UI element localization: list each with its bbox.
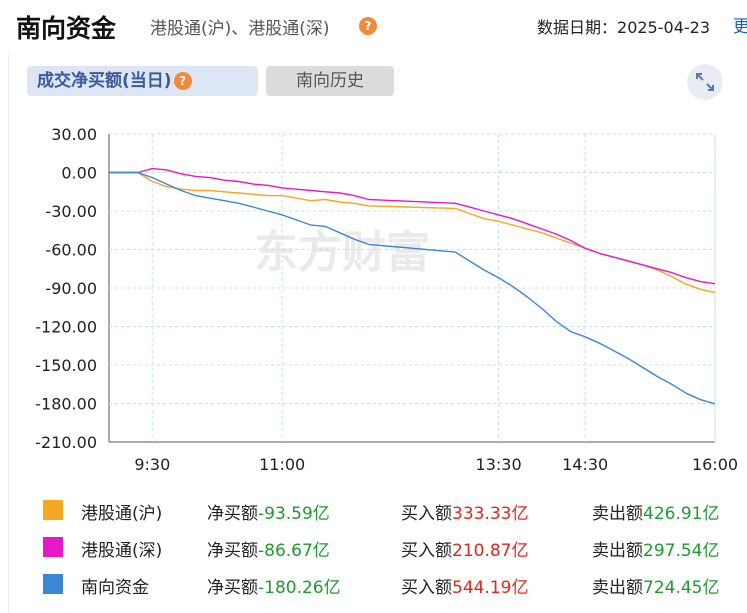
y-tick-label: 30.00 [51, 125, 97, 144]
legend-row-total: 南向资金 净买额-180.26亿 买入额544.19亿 卖出额724.45亿 [31, 566, 747, 603]
buy-label: 买入额 [401, 541, 452, 561]
legend-name: 港股通(深) [81, 541, 163, 561]
series-lines [109, 167, 716, 405]
series-line [109, 171, 716, 405]
legend-row-sh: 港股通(沪) 净买额-93.59亿 买入额333.33亿 卖出额426.91亿 [31, 492, 747, 529]
buy-value: 210.87亿 [452, 541, 529, 561]
net-buy-label: 净买额 [207, 504, 258, 524]
sell-value: 724.45亿 [643, 578, 720, 598]
sell-label: 卖出额 [592, 504, 643, 524]
tab-southbound-history[interactable]: 南向历史 [266, 66, 394, 96]
y-tick-label: 0.00 [61, 164, 97, 183]
x-tick-label: 14:30 [562, 455, 608, 474]
legend-name: 港股通(沪) [81, 504, 163, 524]
tab-net-buy-today[interactable]: 成交净买额(当日)? [27, 66, 258, 96]
legend: 港股通(沪) 净买额-93.59亿 买入额333.33亿 卖出额426.91亿 … [31, 492, 747, 603]
buy: 买入额544.19亿 [401, 573, 528, 598]
y-tick-label: -30.00 [45, 202, 97, 221]
net-buy-label: 净买额 [207, 578, 258, 598]
buy-value: 544.19亿 [452, 578, 529, 598]
x-tick-label: 11:00 [259, 455, 305, 474]
legend-swatch [43, 537, 63, 557]
x-tick-label: 9:30 [134, 455, 170, 474]
net-buy-value: -180.26亿 [258, 578, 341, 598]
data-date: 数据日期：2025-04-23 [537, 14, 710, 38]
net-buy: 净买额-86.67亿 [207, 536, 330, 561]
expand-icon [696, 73, 714, 91]
buy: 买入额210.87亿 [401, 536, 528, 561]
legend-name: 南向资金 [81, 578, 149, 598]
y-tick-label: -150.00 [35, 356, 97, 375]
sell: 卖出额297.54亿 [592, 536, 719, 561]
legend-swatch [43, 574, 63, 594]
net-buy-value: -86.67亿 [258, 541, 330, 561]
buy-label: 买入额 [401, 578, 452, 598]
grid [108, 133, 716, 443]
sell-value: 297.54亿 [643, 541, 720, 561]
sell: 卖出额426.91亿 [592, 499, 719, 524]
series-line [109, 167, 716, 285]
sell-value: 426.91亿 [643, 504, 720, 524]
page-title: 南向资金 [16, 14, 117, 43]
net-buy: 净买额-180.26亿 [207, 573, 341, 598]
y-tick-label: -60.00 [45, 241, 97, 260]
x-tick-label: 16:00 [692, 455, 738, 474]
chart-panel: 成交净买额(当日)? 南向历史 东方财富 30.00 0.00 -30.00 -60.… [8, 52, 747, 613]
x-tick-label: 13:30 [476, 455, 522, 474]
more-link[interactable]: 更 [733, 17, 747, 37]
line-chart: 东方财富 30.00 0.00 -30.00 -60.00 -90.00 -120.00 -… [35, 125, 738, 474]
header: 南向资金 港股通(沪)、港股通(深) ? 数据日期：2025-04-23 更 [0, 0, 747, 52]
y-tick-label: -90.00 [45, 279, 97, 298]
net-buy-value: -93.59亿 [258, 504, 330, 524]
buy: 买入额333.33亿 [401, 499, 528, 524]
page-subtitle: 港股通(沪)、港股通(深) [150, 19, 330, 39]
y-tick-label: -210.00 [35, 433, 97, 452]
y-tick-label: -180.00 [35, 395, 97, 414]
sell-label: 卖出额 [592, 541, 643, 561]
help-icon[interactable]: ? [173, 72, 192, 90]
help-icon[interactable]: ? [359, 17, 377, 35]
fullscreen-button[interactable] [687, 64, 723, 100]
sell: 卖出额724.45亿 [592, 573, 719, 598]
y-axis: 30.00 0.00 -30.00 -60.00 -90.00 -120.00 -150.0… [35, 125, 97, 452]
buy-value: 333.33亿 [452, 504, 529, 524]
watermark: 东方财富 [254, 227, 430, 278]
x-axis: 9:30 11:00 13:30 14:30 16:00 [134, 455, 738, 474]
legend-row-sz: 港股通(深) 净买额-86.67亿 买入额210.87亿 卖出额297.54亿 [31, 529, 747, 566]
buy-label: 买入额 [401, 504, 452, 524]
sell-label: 卖出额 [592, 578, 643, 598]
y-tick-label: -120.00 [35, 318, 97, 337]
net-buy: 净买额-93.59亿 [207, 499, 330, 524]
net-buy-label: 净买额 [207, 541, 258, 561]
legend-swatch [43, 500, 63, 520]
tab-net-buy-today-label: 成交净买额(当日) [37, 71, 172, 91]
date-label: 数据日期： [537, 18, 618, 37]
date-value: 2025-04-23 [617, 18, 710, 37]
